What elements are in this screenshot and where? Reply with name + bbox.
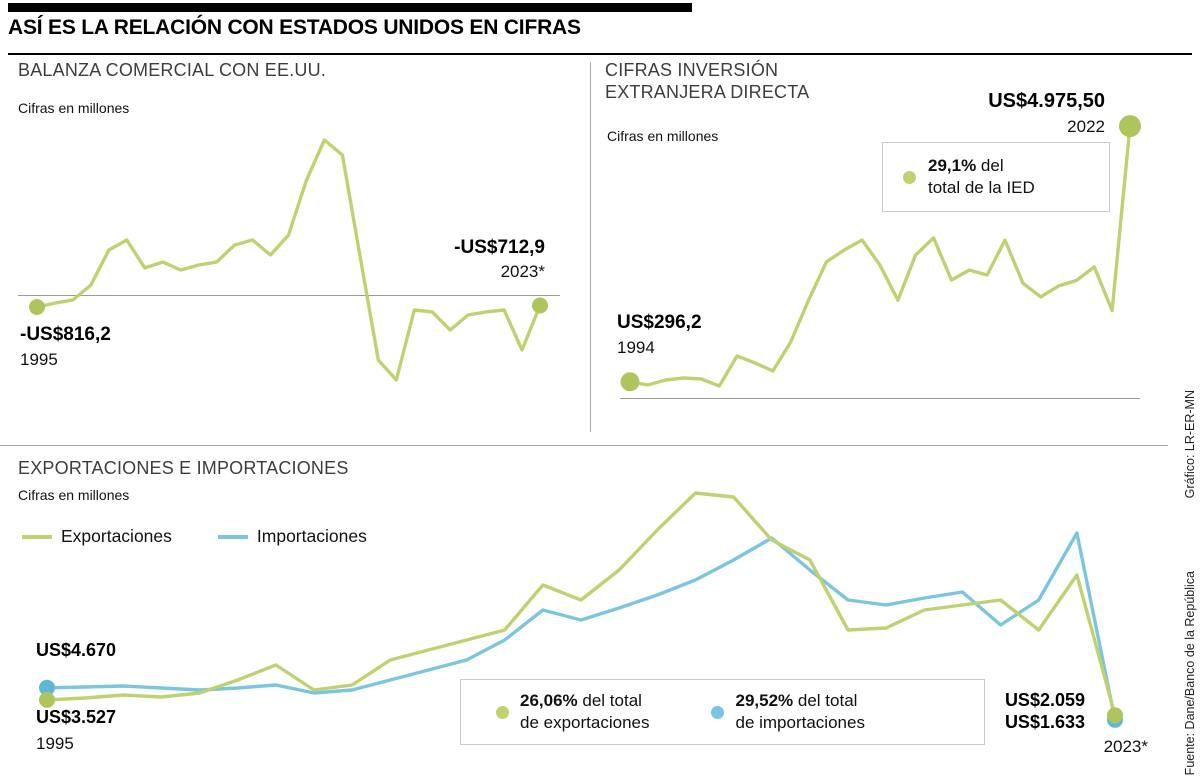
ied-start-dot bbox=[620, 372, 640, 392]
exportaciones-legend-swatch bbox=[22, 534, 52, 539]
importaciones-start-dot bbox=[39, 679, 55, 696]
importaciones-end-value: US$1.633 bbox=[1004, 712, 1085, 732]
trade-title: EXPORTACIONES E IMPORTACIONES bbox=[18, 458, 349, 478]
importaciones-callout-line1: 29,52% del total bbox=[735, 690, 864, 712]
trade-callout-green-dot bbox=[496, 705, 509, 719]
source-credit-grafico: Gráfico: LR-ER-MN bbox=[1183, 389, 1197, 498]
importaciones-end-dot bbox=[1107, 711, 1123, 728]
exportaciones-start-dot bbox=[39, 691, 55, 708]
ied-callout-green-dot bbox=[903, 170, 916, 184]
balanza-units-note: Cifras en millones bbox=[18, 100, 130, 116]
importaciones-callout-line2: de importaciones bbox=[735, 713, 865, 732]
trade-legend: Exportaciones Importaciones bbox=[22, 526, 367, 547]
ied-end-value: US$4.975,50 bbox=[988, 90, 1105, 112]
exportaciones-callout-line2: de exportaciones bbox=[520, 713, 650, 732]
ied-callout-line2: total de la IED bbox=[928, 178, 1035, 197]
importaciones-start-value: US$4.670 bbox=[36, 640, 117, 660]
exportaciones-end-value: US$2.059 bbox=[1004, 690, 1085, 710]
balanza-start-dot bbox=[29, 299, 45, 315]
title-rule bbox=[8, 53, 1192, 55]
ied-callout-line1: 29,1% del bbox=[928, 155, 1035, 177]
balanza-end-year: 2023* bbox=[500, 262, 545, 281]
exportaciones-callout-line1: 26,06% del total bbox=[520, 690, 649, 712]
page-title: ASÍ ES LA RELACIÓN CON ESTADOS UNIDOS EN… bbox=[8, 16, 581, 39]
source-credit-fuente: Fuente: Dane/Banco de la República bbox=[1183, 570, 1197, 775]
trade-end-year: 2023* bbox=[1103, 737, 1148, 756]
trade-units-note: Cifras en millones bbox=[18, 487, 130, 503]
ied-title: CIFRAS INVERSIÓN EXTRANJERA DIRECTA bbox=[605, 60, 810, 102]
ied-callout-text: 29,1% del total de la IED bbox=[928, 155, 1035, 200]
exportaciones-start-value: US$3.527 bbox=[36, 707, 117, 727]
ied-baseline bbox=[620, 398, 1140, 399]
ied-end-year: 2022 bbox=[1067, 117, 1105, 136]
balanza-end-dot bbox=[532, 297, 548, 314]
exportaciones-end-dot bbox=[1107, 707, 1123, 724]
ied-start-year: 1994 bbox=[617, 338, 655, 357]
exportaciones-callout-text: 26,06% del total de exportaciones bbox=[520, 690, 649, 735]
exportaciones-callout-rest: del total bbox=[577, 690, 642, 710]
exportaciones-legend-label: Exportaciones bbox=[61, 526, 172, 546]
importaciones-legend-label: Importaciones bbox=[256, 526, 367, 546]
panel-vertical-divider bbox=[590, 62, 591, 432]
top-accent-bar bbox=[8, 3, 692, 12]
trade-callout-blue-dot bbox=[711, 705, 725, 719]
balanza-zero-line bbox=[18, 295, 560, 296]
balanza-start-year: 1995 bbox=[20, 350, 58, 369]
importaciones-callout-pct: 29,52% bbox=[735, 690, 794, 710]
trade-start-year: 1995 bbox=[36, 734, 74, 753]
ied-start-value: US$296,2 bbox=[617, 312, 702, 333]
ied-callout-pct: 29,1% bbox=[928, 155, 977, 175]
importaciones-callout-text: 29,52% del total de importaciones bbox=[735, 690, 864, 735]
balanza-line bbox=[35, 138, 542, 382]
panel-horizontal-divider bbox=[0, 445, 1168, 446]
balanza-start-value: -US$816,2 bbox=[20, 324, 111, 345]
balanza-end-value: -US$712,9 bbox=[454, 237, 545, 258]
trade-callout: 26,06% del total de exportaciones 29,52%… bbox=[460, 679, 985, 745]
balanza-title: BALANZA COMERCIAL CON EE.UU. bbox=[18, 60, 326, 80]
exportaciones-callout-pct: 26,06% bbox=[520, 690, 578, 710]
ied-callout: 29,1% del total de la IED bbox=[882, 142, 1110, 212]
ied-end-dot bbox=[1119, 115, 1141, 138]
ied-callout-rest: del bbox=[976, 155, 1004, 175]
importaciones-callout-rest: del total bbox=[793, 690, 858, 710]
ied-units-note: Cifras en millones bbox=[607, 128, 719, 144]
importaciones-legend-swatch bbox=[217, 534, 248, 539]
